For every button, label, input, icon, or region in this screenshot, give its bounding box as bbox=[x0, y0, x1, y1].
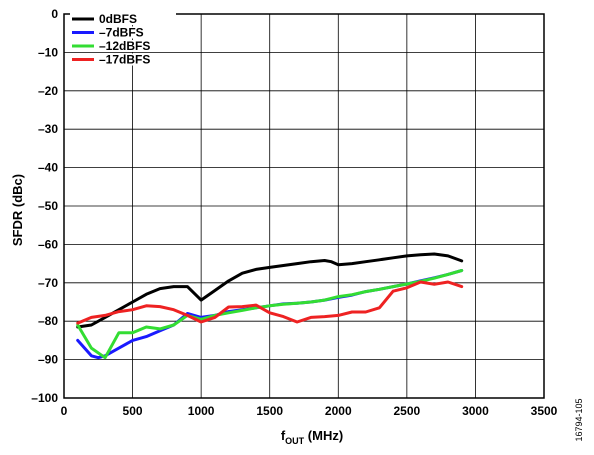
x-axis-label: fOUT (MHz) bbox=[281, 428, 343, 446]
y-axis-label: SFDR (dBc) bbox=[10, 174, 25, 246]
x-axis-label-subscript: OUT bbox=[285, 436, 305, 446]
series-line-2 bbox=[76, 269, 464, 360]
legend-label: –12dBFS bbox=[99, 39, 150, 53]
y-tick-label: –50 bbox=[38, 199, 58, 213]
y-axis-ticks: 0 –10 –20 –30 –40 –50 –60 –70 –80 –90 –100 bbox=[31, 7, 58, 405]
legend-background bbox=[70, 13, 176, 25]
legend-label: 0dBFS bbox=[99, 12, 137, 26]
x-tick-label: 1500 bbox=[256, 404, 283, 418]
legend: 0dBFS–7dBFS–12dBFS–17dBFS bbox=[70, 12, 176, 67]
y-tick-label: –80 bbox=[38, 314, 58, 328]
x-tick-label: 1000 bbox=[188, 404, 215, 418]
legend-background bbox=[70, 40, 176, 52]
plot-area-frame bbox=[63, 13, 545, 399]
x-axis-label-units: (MHz) bbox=[304, 428, 343, 443]
x-tick-label: 3500 bbox=[531, 404, 558, 418]
x-axis-label-main: f bbox=[281, 428, 286, 443]
legend-label: –7dBFS bbox=[99, 26, 144, 40]
y-tick-label: 0 bbox=[51, 7, 58, 21]
data-series bbox=[76, 252, 464, 360]
x-axis-ticks: 0 500 1000 1500 2000 2500 3000 3500 bbox=[61, 404, 558, 418]
figure-id-label: 16794-105 bbox=[574, 398, 584, 441]
x-tick-label: 2000 bbox=[325, 404, 352, 418]
y-tick-label: –100 bbox=[31, 391, 58, 405]
y-tick-label: –90 bbox=[38, 353, 58, 367]
series-line-0 bbox=[76, 252, 464, 329]
y-tick-label: –30 bbox=[38, 122, 58, 136]
y-tick-label: –20 bbox=[38, 84, 58, 98]
y-tick-label: –40 bbox=[38, 161, 58, 175]
x-tick-label: 0 bbox=[61, 404, 68, 418]
y-tick-label: –70 bbox=[38, 276, 58, 290]
y-tick-label: –60 bbox=[38, 237, 58, 251]
legend-label: –17dBFS bbox=[99, 53, 150, 67]
legend-background bbox=[70, 53, 176, 66]
x-tick-label: 500 bbox=[123, 404, 143, 418]
series-line-3 bbox=[76, 280, 464, 325]
legend-background bbox=[70, 26, 176, 39]
y-tick-label: –10 bbox=[38, 45, 58, 59]
x-tick-label: 2500 bbox=[394, 404, 421, 418]
x-tick-label: 3000 bbox=[462, 404, 489, 418]
